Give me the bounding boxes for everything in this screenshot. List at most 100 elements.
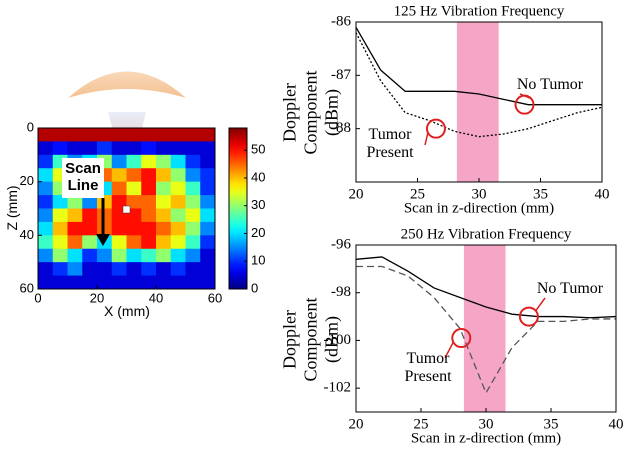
- heatmap-cell: [38, 141, 54, 156]
- heatmap-cell: [141, 168, 157, 183]
- y-tick-label: -98: [331, 284, 351, 300]
- heatmap-cell: [170, 235, 186, 250]
- heatmap-cell: [111, 275, 127, 290]
- heatmap-cell: [38, 168, 54, 183]
- target-marker: [122, 205, 131, 214]
- heatmap-cell: [82, 195, 98, 209]
- heatmap-cell: [170, 141, 186, 156]
- callout-circle: [451, 328, 472, 349]
- heatmap-cell: [200, 154, 216, 169]
- heatmap-cell: [126, 181, 142, 196]
- heatmap-cell: [97, 128, 113, 142]
- y-tick-label: 20: [20, 173, 34, 188]
- heatmap-cell: [185, 141, 201, 156]
- heatmap-cell: [111, 221, 127, 236]
- heatmap-cell: [200, 195, 216, 209]
- heatmap-cell: [38, 128, 54, 142]
- heatmap-cell: [97, 262, 113, 277]
- heatmap-cell: [126, 248, 142, 263]
- heatmap-cell: [38, 154, 54, 169]
- y-tick-label: -86: [331, 13, 351, 29]
- heatmap-cell: [67, 221, 83, 236]
- heatmap-cell: [156, 235, 172, 250]
- y-tick-label: 40: [20, 227, 34, 242]
- y-tick-label: -96: [331, 236, 351, 252]
- x-tick-label: 40: [609, 416, 624, 432]
- heatmap-cell: [38, 181, 54, 196]
- heatmap-cell: [185, 275, 201, 290]
- heatmap-cell: [200, 128, 216, 142]
- heatmap-cell: [170, 221, 186, 236]
- heatmap-cell: [126, 168, 142, 183]
- series-line: [355, 27, 602, 106]
- heatmap-cell: [111, 235, 127, 250]
- heatmap-cell: [67, 235, 83, 250]
- heatmap-cell: [52, 248, 68, 263]
- heatmap-cell: [126, 195, 142, 209]
- heatmap-cell: [67, 208, 83, 223]
- heatmap-cell: [200, 141, 216, 156]
- heatmap-cell: [141, 235, 157, 250]
- heatmap-cell: [38, 248, 54, 263]
- heatmap-cell: [141, 208, 157, 223]
- x-tick-label: 20: [90, 290, 104, 305]
- heatmap-cell: [67, 275, 83, 290]
- heatmap-cell: [97, 221, 113, 236]
- heatmap-cell: [170, 195, 186, 209]
- heatmap-cell: [185, 262, 201, 277]
- heatmap-cell: [170, 275, 186, 290]
- heatmap-cell: [82, 235, 98, 250]
- x-tick-label: 0: [34, 290, 41, 305]
- heatmap-cell: [185, 248, 201, 263]
- heatmap-cell: [141, 262, 157, 277]
- heatmap-cell: [141, 141, 157, 156]
- annotation-box: [62, 158, 104, 198]
- heatmap-cell: [156, 275, 172, 290]
- callout-label: Tumor Present: [404, 350, 452, 385]
- x-axis-label: Scan in z-direction (mm): [411, 430, 561, 446]
- heatmap-cell: [126, 208, 142, 223]
- heatmap-cell: [126, 275, 142, 290]
- heatmap-cell: [200, 181, 216, 196]
- heatmap-cell: [200, 168, 216, 183]
- heatmap-cell: [141, 275, 157, 290]
- heatmap-cell: [156, 221, 172, 236]
- callout-leader: [444, 341, 454, 359]
- heatmap-cell: [141, 181, 157, 196]
- chart-title: 250 Hz Vibration Frequency: [401, 226, 572, 242]
- x-tick-label: 35: [533, 186, 548, 202]
- heatmap-cell: [170, 168, 186, 183]
- x-tick-label: 30: [472, 186, 487, 202]
- x-tick-label: 40: [149, 290, 163, 305]
- colorbar-tick-label: 0: [251, 280, 258, 295]
- heatmap-cell: [141, 248, 157, 263]
- heatmap-cell: [52, 275, 68, 290]
- heatmap-cell: [111, 248, 127, 263]
- heatmap-cell: [82, 221, 98, 236]
- heatmap-cell: [52, 221, 68, 236]
- y-tick-label: -102: [324, 380, 352, 396]
- y-axis-label: Doppler Component (dBm): [279, 297, 342, 381]
- highlight-band: [456, 22, 499, 182]
- y-axis-label: Z (mm): [4, 185, 20, 231]
- heatmap-cell: [185, 168, 201, 183]
- heatmap-cell: [156, 168, 172, 183]
- heatmap-cell: [38, 208, 54, 223]
- heatmap-cell: [67, 195, 83, 209]
- heatmap-cell: [200, 275, 216, 290]
- series-line: [356, 265, 616, 395]
- y-tick-label: -87: [331, 67, 351, 83]
- heatmap-cell: [170, 154, 186, 169]
- x-axis-label: Scan in z-direction (mm): [404, 200, 554, 216]
- callout-label: No Tumor: [536, 280, 604, 297]
- heatmap-cell: [170, 248, 186, 263]
- colorbar-tick-label: 30: [251, 197, 265, 212]
- heatmap-cell: [200, 221, 216, 236]
- heatmap-cell: [200, 235, 216, 250]
- heatmap-cell: [170, 181, 186, 196]
- heatmap-cell: [38, 221, 54, 236]
- heatmap-cell: [126, 221, 142, 236]
- heatmap-cell: [141, 128, 157, 142]
- heatmap-cell: [82, 262, 98, 277]
